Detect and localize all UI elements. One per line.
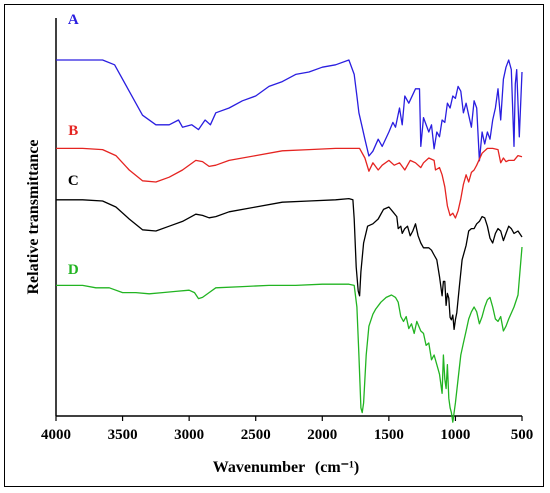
x-axis-unit: (cm⁻¹)	[315, 459, 359, 476]
series-label-c: C	[68, 173, 79, 189]
x-tick-label-2500: 2500	[241, 427, 271, 443]
x-axis-title: Wavenumber (cm⁻¹)	[213, 459, 359, 476]
x-axis-title-text: Wavenumber	[213, 459, 305, 476]
series-layer	[56, 59, 523, 423]
x-ticks: 4000 3500 3000 2500 2000 1500 1000 500	[41, 416, 533, 443]
series-label-b: B	[68, 123, 78, 139]
x-tick-label-2000: 2000	[307, 427, 337, 443]
x-tick-label-4000: 4000	[41, 427, 71, 443]
series-label-d: D	[68, 262, 79, 278]
series-label-a: A	[68, 12, 79, 28]
x-tick-label-1500: 1500	[374, 427, 404, 443]
y-axis-title: Relative transmittance	[25, 139, 42, 294]
figure-frame	[4, 4, 544, 487]
x-tick-label-500: 500	[511, 427, 534, 443]
series-label-layer: A B C D	[68, 12, 79, 278]
x-tick-label-3500: 3500	[108, 427, 138, 443]
series-line-a	[56, 59, 523, 162]
series-line-c	[56, 197, 523, 331]
x-tick-label-3000: 3000	[174, 427, 204, 443]
series-line-d	[56, 246, 523, 423]
x-tick-label-1000: 1000	[440, 427, 470, 443]
series-line-b	[56, 147, 523, 219]
plot-area: 4000 3500 3000 2500 2000 1500 1000 500 A B C D	[41, 12, 533, 443]
